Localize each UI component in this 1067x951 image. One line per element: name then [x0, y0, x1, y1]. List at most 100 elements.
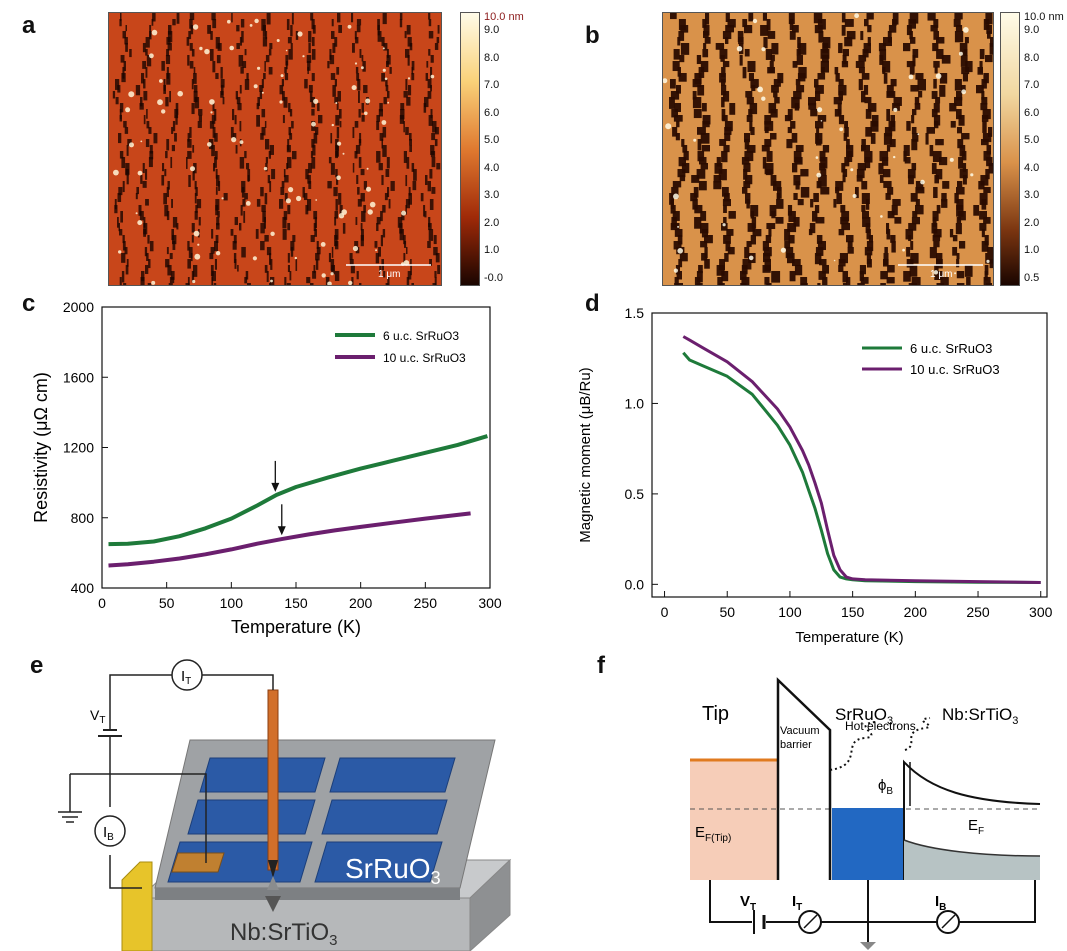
afm-trench [190, 253, 193, 262]
afm-trench [979, 211, 987, 220]
afm-trench [777, 187, 782, 199]
afm-trench [358, 157, 362, 168]
afm-trench [308, 85, 313, 93]
afm-trench [694, 277, 701, 285]
afm-trench [191, 271, 195, 283]
afm-trench [354, 121, 359, 128]
afm-trench [230, 127, 234, 138]
afm-trench [810, 199, 814, 208]
afm-trench [933, 115, 941, 126]
afm-trench [335, 199, 338, 211]
afm-trench [125, 25, 127, 32]
afm-trench [842, 271, 848, 283]
afm-trench [670, 13, 677, 20]
afm-trench [407, 271, 412, 280]
afm-trench [316, 241, 319, 250]
afm-trench [886, 85, 894, 97]
vt-label: VT [90, 707, 105, 726]
afm-trench [409, 145, 412, 152]
afm-trench [985, 13, 993, 25]
afm-trench [187, 133, 190, 142]
afm-trench [859, 271, 864, 281]
afm-trench [191, 223, 195, 233]
afm-trench [328, 253, 331, 263]
afm-trench [172, 19, 176, 26]
afm-trench [719, 139, 727, 146]
afm-trench [220, 91, 224, 98]
afm-trench [312, 271, 317, 279]
afm-trench [265, 31, 268, 40]
afm-trench [931, 109, 938, 118]
afm-trench [812, 211, 818, 222]
contact-pad [171, 852, 225, 873]
afm-trench [815, 133, 823, 144]
afm-trench [338, 193, 342, 205]
afm-trench [335, 241, 339, 250]
afm-trench [885, 193, 891, 200]
afm-grain [257, 66, 261, 70]
afm-trench [428, 19, 432, 27]
afm-trench [354, 241, 359, 250]
afm-trench [381, 139, 383, 149]
afm-trench [389, 67, 392, 74]
afm-trench [909, 67, 915, 75]
afm-trench [762, 157, 767, 169]
afm-trench [774, 97, 780, 104]
afm-grain [986, 259, 990, 263]
afm-trench [718, 283, 725, 285]
afm-trench [879, 55, 884, 65]
afm-trench [933, 103, 940, 113]
afm-grain [833, 259, 836, 262]
afm-trench [358, 139, 362, 146]
afm-trench [765, 169, 773, 176]
afm-trench [702, 115, 711, 125]
afm-trench [216, 175, 220, 187]
afm-trench [336, 127, 340, 139]
afm-trench [858, 79, 863, 91]
afm-trench [956, 109, 962, 120]
afm-trench [867, 103, 877, 112]
afm-trench [171, 145, 175, 152]
afm-trench [696, 169, 706, 179]
substrate-label: Nb:SrTiO3 [230, 919, 337, 949]
afm-trench [983, 217, 991, 224]
afm-trench [844, 19, 854, 27]
afm-trench [784, 229, 791, 241]
afm-trench [984, 271, 988, 281]
afm-trench [142, 61, 146, 69]
afm-trench [146, 121, 150, 129]
afm-trench [239, 157, 245, 169]
afm-trench [838, 85, 847, 96]
afm-trench [284, 175, 289, 183]
afm-trench [311, 109, 315, 116]
afm-trench [673, 49, 680, 60]
afm-trench [408, 187, 411, 196]
afm-trench [144, 247, 148, 257]
afm-trench [263, 217, 266, 229]
afm-trench [255, 229, 259, 239]
afm-grain [933, 270, 939, 275]
afm-trench [315, 253, 320, 261]
afm-trench [820, 49, 830, 59]
afm-trench [941, 199, 948, 208]
afm-trench [979, 61, 983, 73]
afm-trench [122, 181, 125, 193]
afm-trench [325, 277, 330, 285]
afm-trench [911, 115, 915, 124]
afm-trench [762, 13, 767, 21]
afm-trench [743, 169, 748, 180]
afm-trench [771, 271, 781, 283]
afm-trench [906, 121, 911, 131]
afm-trench [702, 19, 707, 28]
afm-grain [820, 120, 823, 122]
afm-trench [286, 283, 291, 285]
conduction-band [903, 759, 1041, 880]
afm-trench [679, 55, 685, 63]
afm-grain [336, 175, 341, 180]
afm-grain [677, 248, 683, 254]
afm-trench [192, 169, 195, 181]
afm-trench [981, 91, 985, 100]
afm-trench [432, 283, 437, 285]
afm-trench [399, 229, 404, 241]
afm-trench [189, 43, 193, 51]
